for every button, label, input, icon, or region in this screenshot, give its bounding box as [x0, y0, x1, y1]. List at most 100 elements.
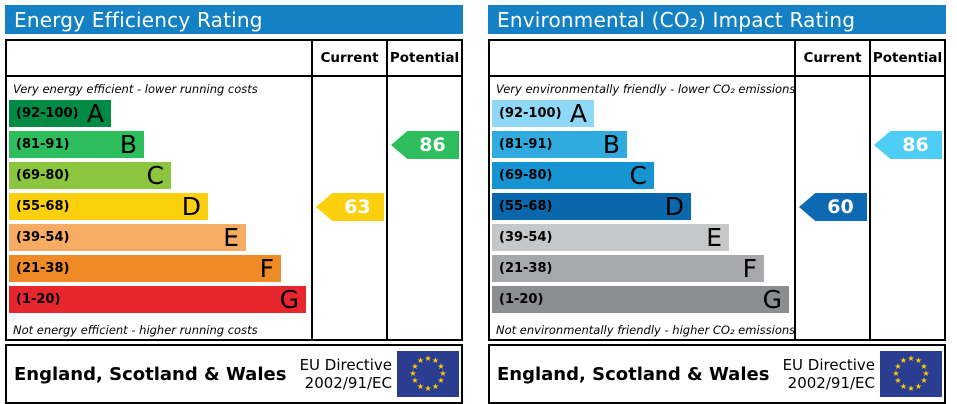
eu-star-icon: ★ — [907, 383, 915, 393]
eu-star-icon: ★ — [439, 369, 447, 378]
band-b: (81-91) B — [492, 131, 627, 158]
eu-directive-line1: EU Directive — [782, 356, 875, 374]
band-b: (81-91) B — [9, 131, 144, 158]
eu-flag-icon: ★ ★ ★ ★ ★ ★ ★ ★ ★ ★ ★ ★ — [397, 351, 459, 397]
eu-star-icon: ★ — [914, 381, 923, 391]
current-column: 60 — [794, 77, 869, 339]
band-range: (55-68) — [499, 199, 553, 214]
current-rating-value: 60 — [827, 196, 854, 218]
region-label: England, Scotland & Wales — [497, 363, 770, 385]
eu-star-icon: ★ — [899, 356, 908, 365]
potential-column: 86 — [869, 77, 944, 339]
band-d: (55-68) D — [9, 193, 208, 220]
band-row: (92-100) A — [492, 100, 794, 127]
energy-efficiency-table: Current Potential Very energy efficient … — [5, 39, 463, 341]
band-row: (69-80) C — [9, 162, 311, 189]
band-letter: A — [86, 99, 104, 128]
band-letter: B — [119, 130, 137, 159]
band-row: (81-91) B — [9, 131, 311, 158]
eu-star-icon: ★ — [437, 376, 445, 386]
eu-star-icon: ★ — [431, 356, 440, 365]
band-row: (39-54) E — [492, 224, 794, 251]
eu-star-icon: ★ — [409, 369, 417, 378]
potential-column: 86 — [386, 77, 461, 339]
eu-star-icon: ★ — [899, 381, 908, 391]
band-f: (21-38) F — [9, 255, 281, 282]
eu-star-icon: ★ — [437, 361, 445, 371]
band-letter: B — [602, 130, 620, 159]
environmental-impact-title-bar: Environmental (CO₂) Impact Rating — [488, 5, 946, 34]
environmental-impact-panel: Environmental (CO₂) Impact Rating Curren… — [488, 5, 946, 404]
potential-rating-value: 86 — [419, 134, 446, 156]
band-range: (21-38) — [16, 261, 70, 276]
eu-directive-line2: 2002/91/EC — [304, 374, 392, 392]
potential-column-header: Potential — [869, 41, 944, 77]
potential-rating-arrow: 86 — [874, 131, 942, 159]
eu-star-icon: ★ — [416, 356, 425, 365]
eu-star-icon: ★ — [892, 369, 900, 378]
band-range: (21-38) — [499, 261, 553, 276]
band-range: (92-100) — [16, 106, 79, 121]
band-row: (21-38) F — [9, 255, 311, 282]
band-letter: G — [762, 285, 782, 314]
band-row: (39-54) E — [9, 224, 311, 251]
band-e: (39-54) E — [492, 224, 729, 251]
band-range: (81-91) — [499, 137, 553, 152]
footer: England, Scotland & Wales EU Directive 2… — [5, 344, 463, 404]
table-corner-cell — [490, 41, 794, 77]
potential-rating-arrow: 86 — [391, 131, 459, 159]
band-letter: F — [259, 254, 274, 283]
band-letter: C — [146, 161, 164, 190]
band-range: (39-54) — [16, 230, 70, 245]
band-a: (92-100) A — [492, 100, 594, 127]
band-range: (69-80) — [499, 168, 553, 183]
current-rating-arrow: 60 — [799, 193, 867, 221]
footer: England, Scotland & Wales EU Directive 2… — [488, 344, 946, 404]
bottom-caption: Not energy efficient - higher running co… — [13, 323, 258, 337]
eu-directive-label: EU Directive 2002/91/EC — [783, 356, 875, 392]
eu-directive-line1: EU Directive — [299, 356, 392, 374]
eu-star-icon: ★ — [424, 383, 432, 393]
band-c: (69-80) C — [9, 162, 171, 189]
band-letter: E — [223, 223, 239, 252]
band-letter: A — [569, 99, 587, 128]
potential-rating-value: 86 — [902, 134, 929, 156]
band-e: (39-54) E — [9, 224, 246, 251]
environmental-impact-title: Environmental (CO₂) Impact Rating — [497, 7, 856, 32]
current-column: 63 — [311, 77, 386, 339]
band-f: (21-38) F — [492, 255, 764, 282]
eu-star-icon: ★ — [894, 376, 902, 386]
eu-star-icon: ★ — [431, 381, 440, 391]
band-g: (1-20) G — [492, 286, 789, 313]
band-row: (92-100) A — [9, 100, 311, 127]
band-range: (92-100) — [499, 106, 562, 121]
band-letter: C — [629, 161, 647, 190]
band-letter: E — [706, 223, 722, 252]
potential-column-header: Potential — [386, 41, 461, 77]
energy-efficiency-title-bar: Energy Efficiency Rating — [5, 5, 463, 34]
band-c: (69-80) C — [492, 162, 654, 189]
band-range: (1-20) — [16, 292, 61, 307]
band-row: (69-80) C — [492, 162, 794, 189]
band-letter: G — [279, 285, 299, 314]
band-row: (1-20) G — [9, 286, 311, 313]
eu-directive-label: EU Directive 2002/91/EC — [300, 356, 392, 392]
band-row: (1-20) G — [492, 286, 794, 313]
eu-star-icon: ★ — [920, 376, 928, 386]
current-rating-value: 63 — [344, 196, 371, 218]
energy-efficiency-panel: Energy Efficiency Rating Current Potenti… — [5, 5, 463, 404]
eu-star-icon: ★ — [907, 354, 915, 363]
band-range: (55-68) — [16, 199, 70, 214]
current-column-header: Current — [311, 41, 386, 77]
eu-star-icon: ★ — [411, 361, 419, 371]
eu-flag-icon: ★ ★ ★ ★ ★ ★ ★ ★ ★ ★ ★ ★ — [880, 351, 942, 397]
band-range: (1-20) — [499, 292, 544, 307]
co2-band-chart: Very environmentally friendly - lower CO… — [490, 77, 794, 339]
band-letter: D — [664, 192, 684, 221]
band-letter: D — [181, 192, 201, 221]
eu-star-icon: ★ — [894, 361, 902, 371]
band-range: (69-80) — [16, 168, 70, 183]
band-row: (55-68) D — [492, 193, 794, 220]
eu-star-icon: ★ — [920, 361, 928, 371]
energy-band-chart: Very energy efficient - lower running co… — [7, 77, 311, 339]
